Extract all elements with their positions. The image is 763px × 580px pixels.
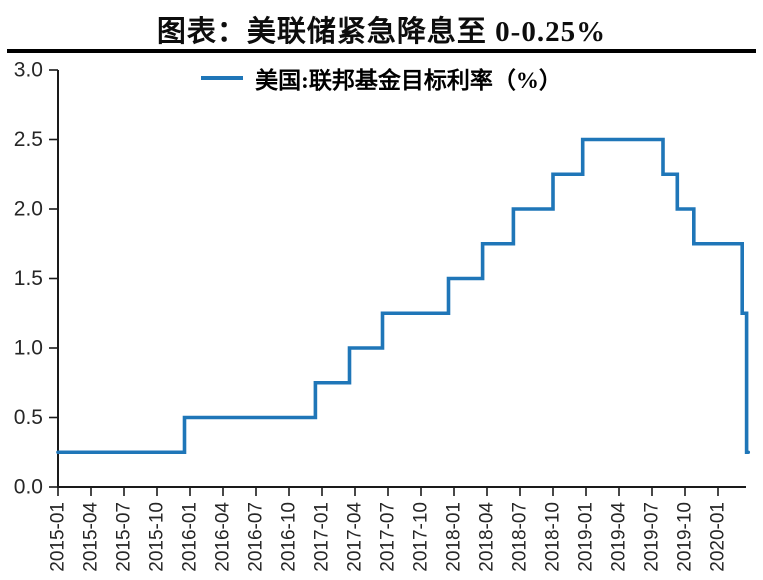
- x-tick-label: 2017-07: [378, 502, 399, 572]
- fed-funds-rate-step-line: [56, 137, 751, 455]
- x-tick-label: 2018-07: [510, 502, 531, 572]
- x-tick-label: 2019-01: [576, 502, 597, 572]
- x-tick-label: 2015-07: [114, 502, 135, 572]
- x-tick-label: 2019-04: [609, 502, 630, 572]
- y-tick-label: 2.0: [14, 198, 43, 221]
- y-tick-label: 3.0: [14, 59, 43, 82]
- x-tick-label: 2016-01: [180, 502, 201, 572]
- x-tick-label: 2017-10: [411, 502, 432, 572]
- x-tick-label: 2016-10: [279, 502, 300, 572]
- y-tick-label: 1.5: [14, 267, 43, 290]
- x-tick-label: 2018-01: [444, 502, 465, 572]
- x-tick-label: 2015-01: [48, 502, 69, 572]
- x-tick-label: 2017-04: [345, 502, 366, 572]
- legend-line-swatch: [201, 76, 244, 80]
- x-tick-label: 2019-10: [675, 502, 696, 572]
- x-tick-label: 2017-01: [312, 502, 333, 572]
- y-tick-label: 1.0: [14, 337, 43, 360]
- x-tick-label: 2015-10: [147, 502, 168, 572]
- legend-series-label: 美国:联邦基金目标利率（%）: [255, 68, 562, 93]
- x-tick-label: 2016-07: [246, 502, 267, 572]
- x-tick-label: 2018-04: [477, 502, 498, 572]
- title-divider: [7, 49, 756, 53]
- legend: 美国:联邦基金目标利率（%）: [0, 63, 763, 93]
- x-tick-label: 2019-07: [642, 502, 663, 572]
- y-tick-label: 0.5: [14, 406, 43, 429]
- x-tick-label: 2020-01: [708, 502, 729, 572]
- x-tick-label: 2015-04: [81, 502, 102, 572]
- y-tick-label: 2.5: [14, 128, 43, 151]
- chart-title: 图表：美联储紧急降息至 0-0.25%: [156, 16, 607, 48]
- y-tick-label: 0.0: [14, 476, 43, 499]
- x-tick-label: 2018-10: [543, 502, 564, 572]
- x-tick-label: 2016-04: [213, 502, 234, 572]
